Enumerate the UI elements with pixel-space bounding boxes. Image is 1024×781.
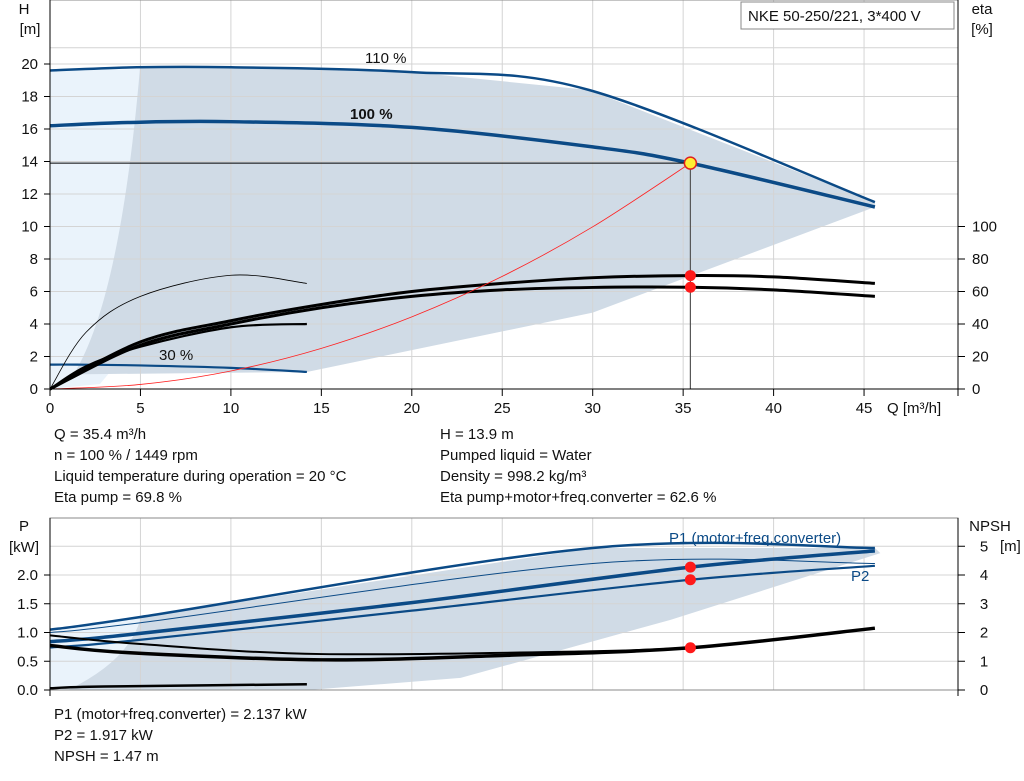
- y-tick-label: 10: [21, 219, 38, 236]
- y2-tick-label: 0: [980, 682, 988, 699]
- operating-point-marker: [683, 156, 698, 170]
- y-axis-label-bottom: P: [19, 518, 29, 535]
- series-line-2: [49, 363, 307, 374]
- y2-axis-unit: [%]: [971, 21, 993, 38]
- y-tick-label: 1.0: [17, 625, 38, 642]
- info-speed: n = 100 % / 1449 rpm: [54, 447, 198, 464]
- operating-region: [73, 67, 875, 375]
- y2-axis-label: eta: [972, 1, 994, 18]
- y2-tick-label: 20: [972, 349, 989, 366]
- x-tick-label: 5: [136, 400, 144, 417]
- x-tick-label: 15: [313, 400, 330, 417]
- y2-tick-label: 2: [980, 625, 988, 642]
- series-line-7: [49, 162, 691, 390]
- y-tick-label: 12: [21, 186, 38, 203]
- series-line-bottom-2: [49, 549, 876, 644]
- y-tick-label: 8: [30, 251, 38, 268]
- info-density: Density = 998.2 kg/m³: [440, 468, 587, 485]
- y-axis-unit: [m]: [20, 21, 41, 38]
- y-tick-label: 2.0: [17, 567, 38, 584]
- y-axis-unit-bottom: [kW]: [9, 539, 39, 556]
- y-tick-label: 20: [21, 56, 38, 73]
- operating-region-bottom: [68, 547, 881, 690]
- info-temperature: Liquid temperature during operation = 20…: [54, 468, 347, 485]
- y2-tick-label: 100: [972, 219, 997, 236]
- y-tick-label: 16: [21, 121, 38, 138]
- info-p2: P2 = 1.917 kW: [54, 727, 153, 744]
- y2-tick-label: 4: [980, 567, 988, 584]
- y-tick-label: 0.5: [17, 653, 38, 670]
- y2-axis-unit-bottom: [m]: [1000, 538, 1021, 555]
- series-line-1: [49, 119, 876, 209]
- y-tick-label: 14: [21, 154, 38, 171]
- info-bottom: P1 (motor+freq.converter) = 2.137 kW P2 …: [54, 704, 307, 767]
- info-p1: P1 (motor+freq.converter) = 2.137 kW: [54, 706, 307, 723]
- eta-pump-point: [684, 270, 696, 282]
- p1-point: [684, 561, 696, 573]
- y-tick-label: 2: [30, 349, 38, 366]
- y2-tick-label: 0: [972, 381, 980, 398]
- x-tick-label: 10: [223, 400, 240, 417]
- x-tick-label: 20: [403, 400, 420, 417]
- eta-total-point: [684, 281, 696, 293]
- label-110: 110 %: [365, 50, 406, 67]
- info-head: H = 13.9 m: [440, 426, 514, 443]
- label-100: 100 %: [350, 106, 393, 123]
- p2-point: [684, 574, 696, 586]
- info-top-left: Q = 35.4 m³/h n = 100 % / 1449 rpm Liqui…: [54, 424, 346, 508]
- y-tick-label: 1.5: [17, 596, 38, 613]
- x-tick-label: 0: [46, 400, 54, 417]
- x-tick-label: 30: [584, 400, 601, 417]
- y2-tick-label: 80: [972, 251, 989, 268]
- y-axis-label: H: [19, 1, 30, 18]
- series-line-bottom-0: [49, 541, 875, 631]
- info-flow: Q = 35.4 m³/h: [54, 426, 147, 443]
- y-tick-label: 6: [30, 284, 38, 301]
- label-p2: P2: [851, 568, 869, 585]
- pump-title: NKE 50-250/221, 3*400 V: [748, 8, 921, 25]
- series-line-3: [49, 274, 876, 391]
- label-p1: P1 (motor+freq.converter): [669, 530, 841, 547]
- pump-title-box: [740, 1, 955, 30]
- y-tick-label: 0.0: [17, 682, 38, 699]
- y2-tick-label: 5: [980, 538, 988, 555]
- series-line-0: [49, 65, 876, 204]
- info-liquid: Pumped liquid = Water: [440, 447, 592, 464]
- x-tick-label: 25: [494, 400, 511, 417]
- info-top-right: H = 13.9 m Pumped liquid = Water Density…: [440, 424, 716, 508]
- y2-tick-label: 40: [972, 316, 989, 333]
- info-eta-pump: Eta pump = 69.8 %: [54, 489, 182, 506]
- y2-tick-label: 60: [972, 284, 989, 301]
- series-line-bottom-6: [49, 683, 307, 690]
- series-line-6: [49, 322, 307, 390]
- y-tick-label: 18: [21, 89, 38, 106]
- x-tick-label: 35: [675, 400, 692, 417]
- series-line-4: [49, 285, 876, 391]
- npsh-point: [684, 642, 696, 654]
- series-line-bottom-3: [49, 564, 875, 649]
- x-tick-label: 40: [765, 400, 782, 417]
- label-30: 30 %: [159, 347, 193, 364]
- series-line-bottom-5: [49, 634, 691, 656]
- y2-tick-label: 3: [980, 596, 988, 613]
- series-line-5: [49, 274, 307, 390]
- y2-axis-label-bottom: NPSH: [969, 518, 1011, 535]
- y-tick-label: 0: [30, 381, 38, 398]
- info-eta-total: Eta pump+motor+freq.converter = 62.6 %: [440, 489, 717, 506]
- y-tick-label: 4: [30, 316, 38, 333]
- info-npsh: NPSH = 1.47 m: [54, 748, 159, 765]
- y2-tick-label: 1: [980, 653, 988, 670]
- x-tick-label: 45: [856, 400, 873, 417]
- x-axis-label: Q [m³/h]: [887, 400, 941, 417]
- series-line-bottom-4: [49, 626, 876, 662]
